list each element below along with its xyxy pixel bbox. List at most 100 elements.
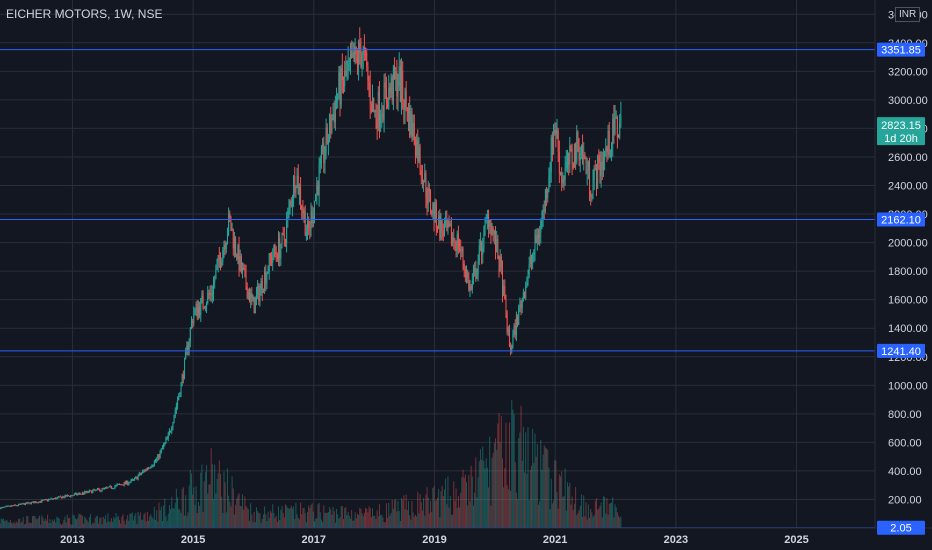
candle-body <box>607 130 609 152</box>
candle-body <box>273 244 275 258</box>
candle-body <box>453 237 455 242</box>
volume-bar <box>135 513 137 528</box>
candle-body <box>518 306 520 326</box>
volume-bar <box>6 519 8 528</box>
candle-body <box>114 486 116 489</box>
symbol-title[interactable]: EICHER MOTORS, 1W, NSE <box>6 7 163 21</box>
volume-bar <box>584 516 586 528</box>
volume-bar <box>331 514 333 528</box>
volume-bar <box>83 523 85 528</box>
candle-body <box>577 131 579 146</box>
candle-body <box>18 504 20 506</box>
candle-body <box>486 214 488 220</box>
volume-bar <box>619 517 621 528</box>
candle-body <box>103 487 105 489</box>
volume-bar <box>471 476 473 528</box>
volume-bar <box>560 476 562 528</box>
volume-bar <box>556 492 558 528</box>
volume-bar <box>455 488 457 528</box>
candle-body <box>166 437 168 439</box>
volume-bar <box>548 467 550 528</box>
candle-body <box>593 167 595 180</box>
candle-body <box>144 470 146 472</box>
candle-body <box>208 292 210 295</box>
volume-bar <box>267 511 269 528</box>
volume-bar <box>369 508 371 528</box>
candle-body <box>403 100 405 110</box>
volume-bar <box>389 515 391 528</box>
candle-body <box>167 433 169 438</box>
candle-body <box>92 490 94 494</box>
candle-body <box>450 224 452 244</box>
volume-bar <box>12 523 14 528</box>
candle-body <box>55 497 57 500</box>
candle-body <box>380 116 382 124</box>
volume-bar <box>93 523 95 528</box>
candle-body <box>12 505 14 507</box>
candle-body <box>527 274 529 284</box>
volume-bar <box>138 515 140 528</box>
candle-body <box>266 273 268 284</box>
volume-bar <box>495 438 497 528</box>
candle-body <box>414 144 416 156</box>
candle-body <box>528 264 530 275</box>
candle-body <box>394 66 396 79</box>
volume-bar <box>13 521 15 528</box>
candle-body <box>177 400 179 406</box>
candle-body <box>544 189 546 212</box>
candle-body <box>199 306 201 315</box>
volume-bar <box>486 467 488 528</box>
volume-bar <box>427 497 429 528</box>
volume-bar <box>616 512 618 528</box>
volume-bar <box>62 523 64 528</box>
volume-bar <box>332 506 334 528</box>
time-axis[interactable]: 2013 2015 2017 2019 2021 2023 2025 <box>60 534 809 546</box>
volume-bar <box>155 519 157 528</box>
candle-body <box>290 201 292 207</box>
candle-body <box>49 499 51 501</box>
volume-bar <box>526 473 528 528</box>
candle-body <box>180 383 182 396</box>
volume-bar <box>506 484 508 528</box>
candle-body <box>38 501 40 503</box>
volume-bar <box>47 514 49 528</box>
candle-body <box>448 221 450 227</box>
volume-bar <box>397 500 399 528</box>
candle-body <box>433 203 435 221</box>
candle-body <box>100 490 102 492</box>
volume-bar <box>419 494 421 528</box>
volume-bar <box>518 438 520 528</box>
volume-bar <box>615 507 617 528</box>
candle-body <box>522 292 524 298</box>
candle-body <box>492 228 494 235</box>
last-price-badge <box>877 117 925 146</box>
candle-body <box>172 422 174 428</box>
candle-body <box>421 175 423 185</box>
candle-body <box>483 226 485 248</box>
volume-bar <box>579 505 581 528</box>
volume-bar <box>174 502 176 528</box>
volume-bar <box>513 414 515 528</box>
volume-bar <box>67 518 69 528</box>
candle-body <box>499 256 501 271</box>
candle-body <box>370 104 372 112</box>
volume-bar <box>418 513 420 528</box>
volume-bar <box>416 516 418 528</box>
candle-body <box>326 127 328 145</box>
candle-body <box>515 316 517 335</box>
volume-bar <box>213 499 215 528</box>
candle-body <box>390 77 392 93</box>
candle-body <box>604 151 606 160</box>
volume-bar <box>276 521 278 528</box>
candle-body <box>215 269 217 280</box>
volume-bar <box>158 502 160 528</box>
candle-body <box>392 66 394 101</box>
volume-bar <box>116 517 118 528</box>
candle-body <box>397 85 399 97</box>
candle-body <box>553 133 555 155</box>
candle-body <box>323 143 325 164</box>
volume-bar <box>533 462 535 528</box>
volume-bar <box>476 497 478 528</box>
candle-body <box>474 268 476 273</box>
